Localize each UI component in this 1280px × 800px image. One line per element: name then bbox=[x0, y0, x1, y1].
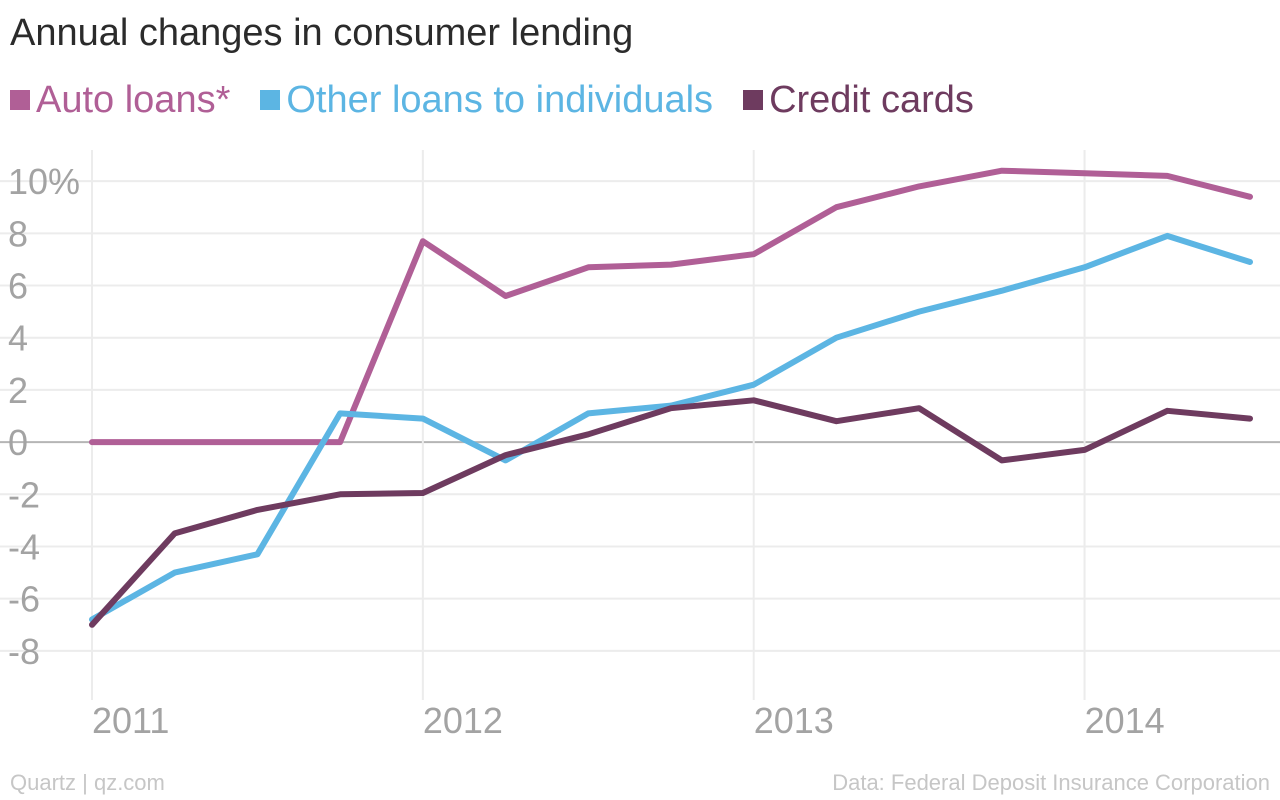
legend-swatch-other-loans bbox=[260, 90, 281, 110]
legend-swatch-auto-loans bbox=[10, 90, 30, 110]
legend-swatch-credit-cards bbox=[743, 90, 764, 110]
legend-label-other-loans: Other loans to individuals bbox=[286, 78, 714, 121]
y-tick-label: 6 bbox=[8, 266, 28, 307]
legend-label-auto-loans: Auto loans* bbox=[36, 78, 231, 121]
y-tick-label: -4 bbox=[8, 526, 40, 567]
y-tick-label: -6 bbox=[8, 579, 40, 620]
x-tick-label: 2014 bbox=[1085, 700, 1165, 741]
footer-source-left: Quartz | qz.com bbox=[10, 770, 165, 795]
y-tick-label: 4 bbox=[8, 318, 28, 359]
legend-item-other-loans: Other loans to individuals bbox=[260, 79, 713, 122]
legend-item-auto-loans: Auto loans* bbox=[10, 79, 230, 122]
grid-layer bbox=[0, 150, 1280, 700]
footer-source-right: Data: Federal Deposit Insurance Corporat… bbox=[832, 770, 1270, 795]
chart-legend: Auto loans* Other loans to individuals C… bbox=[10, 78, 1004, 122]
series-line-2 bbox=[89, 397, 1253, 628]
y-tick-label: 8 bbox=[8, 213, 28, 254]
legend-item-credit-cards: Credit cards bbox=[743, 79, 974, 122]
x-tick-label: 2013 bbox=[754, 700, 834, 741]
y-tick-label: -2 bbox=[8, 474, 40, 515]
x-tick-label: 2011 bbox=[92, 700, 169, 741]
chart-title: Annual changes in consumer lending bbox=[10, 12, 634, 54]
y-tick-label: 0 bbox=[8, 422, 28, 463]
x-tick-label: 2012 bbox=[423, 700, 503, 741]
legend-label-credit-cards: Credit cards bbox=[769, 78, 974, 121]
y-tick-label: -8 bbox=[8, 631, 40, 672]
series-layer bbox=[89, 167, 1253, 628]
y-tick-label: 2 bbox=[8, 370, 28, 411]
axis-layer: 10% 8 6 4 2 0 -2 -4 -6 -8 2011 2012 2013 2014 bbox=[8, 161, 1165, 741]
series-line-0 bbox=[89, 167, 1253, 446]
y-tick-label: 10% bbox=[8, 161, 80, 202]
series-line-1 bbox=[89, 232, 1253, 623]
